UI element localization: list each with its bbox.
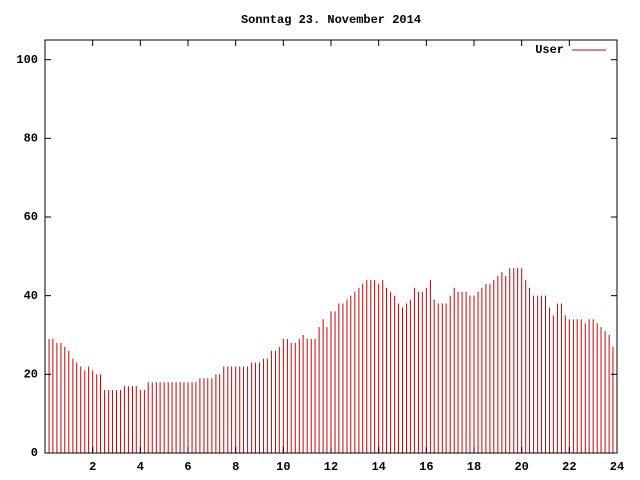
y-tick-label: 80	[24, 132, 38, 146]
x-tick-label: 22	[562, 460, 576, 474]
x-tick-label: 10	[276, 460, 290, 474]
y-tick-label: 60	[24, 210, 38, 224]
y-tick-label: 0	[31, 446, 38, 460]
x-tick-label: 2	[89, 460, 96, 474]
chart-title: Sonntag 23. November 2014	[241, 13, 421, 27]
x-tick-label: 14	[371, 460, 385, 474]
x-tick-label: 18	[467, 460, 481, 474]
x-tick-label: 6	[184, 460, 191, 474]
legend-label: User	[535, 43, 564, 57]
y-tick-label: 100	[16, 53, 38, 67]
x-tick-label: 16	[419, 460, 433, 474]
y-tick-label: 20	[24, 368, 38, 382]
x-tick-label: 8	[232, 460, 239, 474]
x-tick-label: 24	[610, 460, 624, 474]
x-tick-label: 12	[324, 460, 338, 474]
plot-frame	[44, 39, 618, 454]
y-tick-label: 40	[24, 289, 38, 303]
x-tick-label: 4	[137, 460, 144, 474]
x-tick-label: 20	[514, 460, 528, 474]
